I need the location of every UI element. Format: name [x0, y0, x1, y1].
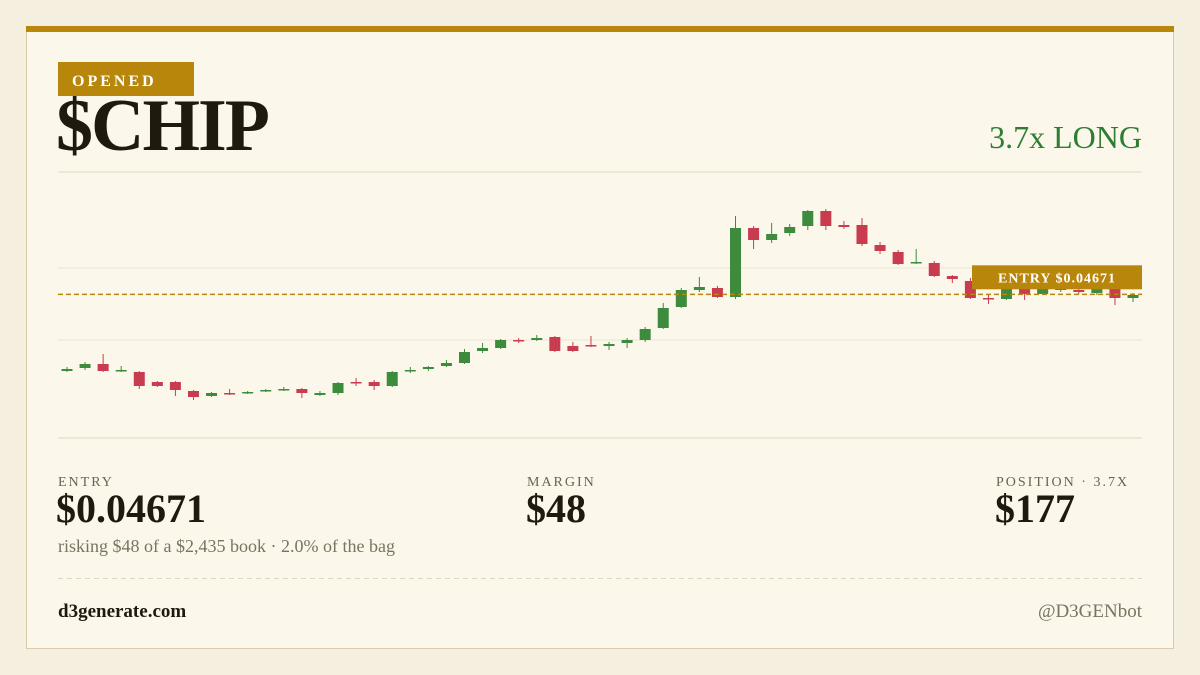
candle-body	[314, 393, 326, 395]
stat-label: ENTRY	[58, 475, 114, 490]
candle-body	[766, 234, 778, 240]
candle-body	[874, 245, 886, 251]
candle-body	[477, 348, 489, 351]
note: risking $48 of a $2,435 book · 2.0% of t…	[58, 536, 395, 556]
candles: ENTRY $0.04671	[58, 209, 1142, 400]
stat-value: $48	[526, 486, 586, 531]
candle-body	[368, 382, 380, 386]
candle-body	[1019, 285, 1031, 294]
candle-body	[820, 211, 832, 226]
candle-body	[1127, 295, 1139, 298]
candle-body	[404, 370, 416, 372]
candle-body	[440, 363, 452, 366]
candle-body	[115, 370, 127, 372]
candle-body	[79, 364, 91, 368]
candle-body	[693, 287, 705, 290]
candle-body	[657, 308, 669, 328]
stat-value: $177	[995, 486, 1075, 531]
candle-body	[730, 228, 742, 297]
candle-body	[928, 263, 940, 276]
candle-body	[585, 345, 597, 347]
ticker: $CHIP	[56, 85, 269, 167]
stat-label: POSITION · 3.7X	[996, 475, 1129, 490]
candle-body	[892, 252, 904, 264]
candle-body	[1109, 286, 1121, 298]
stat-label: MARGIN	[527, 475, 596, 490]
candle-body	[910, 262, 922, 264]
candle-body	[187, 391, 199, 397]
candle-body	[946, 276, 958, 279]
candle-body	[260, 390, 272, 392]
side: 3.7x LONG	[989, 119, 1142, 155]
candle-body	[242, 392, 254, 394]
candle-body	[133, 372, 145, 386]
candle-body	[206, 393, 218, 396]
candle-body	[802, 211, 814, 226]
candle-body	[350, 382, 362, 384]
candle-body	[332, 383, 344, 393]
candle-body	[603, 344, 615, 346]
card	[26, 26, 1174, 649]
candle-body	[982, 298, 994, 300]
candle-body	[567, 346, 579, 351]
candle-body	[495, 340, 507, 348]
candle-body	[458, 352, 470, 363]
candle-body	[296, 389, 308, 393]
candle-body	[97, 364, 109, 371]
candle-body	[964, 281, 976, 298]
candle-body	[621, 340, 633, 343]
candle-body	[61, 369, 73, 371]
candle-body	[711, 288, 723, 297]
candle-body	[513, 340, 525, 342]
candle-body	[639, 329, 651, 340]
handle: @D3GENbot	[1038, 601, 1143, 622]
badge: OPENED	[72, 73, 157, 90]
candle-body	[531, 338, 543, 340]
stat-value: $0.04671	[56, 486, 206, 531]
entry-tag: ENTRY $0.04671	[998, 271, 1116, 286]
badge-bg	[58, 62, 194, 96]
candle-body	[748, 228, 760, 240]
candle-body	[1091, 289, 1103, 293]
candle-body	[838, 225, 850, 227]
top-bar	[26, 26, 1174, 32]
candle-body	[856, 225, 868, 244]
candle-body	[278, 389, 290, 391]
candle-body	[784, 227, 796, 233]
candle-body	[675, 290, 687, 307]
candle-body	[224, 393, 236, 395]
candle-body	[422, 367, 434, 369]
candle-body	[549, 337, 561, 351]
candle-body	[151, 382, 163, 386]
site: d3generate.com	[58, 601, 186, 622]
candle-body	[1001, 286, 1013, 299]
entry-tag-bg	[972, 265, 1142, 290]
candle-body	[386, 372, 398, 386]
candle-body	[169, 382, 181, 390]
candle-body	[1073, 290, 1085, 292]
